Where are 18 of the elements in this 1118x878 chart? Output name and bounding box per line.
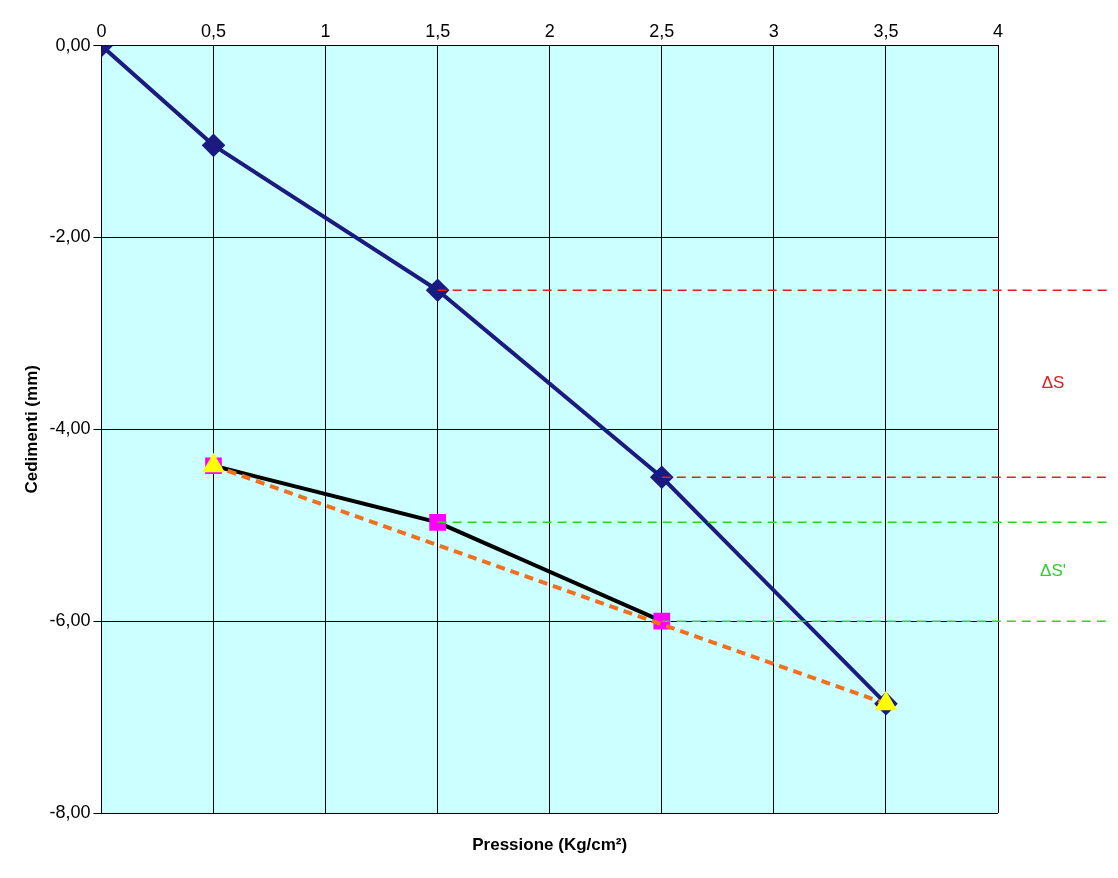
- x-tick-label: 1,5: [425, 20, 451, 41]
- x-tick-label: 0,5: [200, 20, 227, 41]
- y-tick-label: -6,00: [49, 610, 91, 631]
- y-tick-label: -8,00: [49, 801, 91, 822]
- x-tick-label: 4: [992, 20, 1004, 41]
- x-tick-label: 3: [768, 20, 779, 41]
- x-tick-label: 2,5: [649, 20, 675, 41]
- x-tick-label: 1: [320, 20, 331, 41]
- x-axis-title: Pressione (Kg/cm²): [472, 834, 628, 854]
- y-tick-label: -4,00: [49, 418, 91, 439]
- y-tick-label: -2,00: [49, 226, 91, 247]
- x-tick-label: 2: [544, 20, 555, 41]
- y-axis-title: Cedimenti (mm): [21, 365, 41, 494]
- x-tick-label: 3,5: [873, 20, 899, 41]
- text: ΔS': [1040, 561, 1066, 581]
- text: ΔS: [1041, 373, 1065, 393]
- x-tick-label: 0: [96, 20, 107, 41]
- y-tick-label: 0,00: [55, 34, 91, 55]
